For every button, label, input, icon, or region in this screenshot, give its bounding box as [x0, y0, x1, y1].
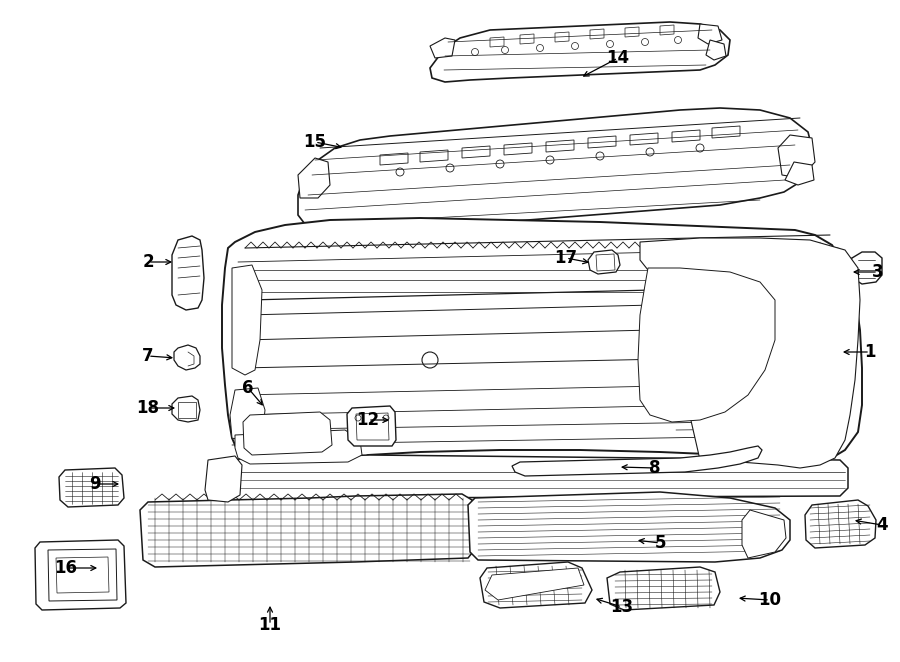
Text: 18: 18: [137, 399, 159, 417]
Polygon shape: [430, 22, 730, 82]
Polygon shape: [490, 37, 504, 47]
Text: 4: 4: [877, 516, 887, 534]
Polygon shape: [347, 406, 396, 446]
Text: 8: 8: [649, 459, 661, 477]
Text: 16: 16: [55, 559, 77, 577]
Polygon shape: [590, 29, 604, 39]
Polygon shape: [672, 130, 700, 142]
Polygon shape: [35, 540, 126, 610]
Text: 1: 1: [864, 343, 876, 361]
Text: 14: 14: [607, 49, 630, 67]
Polygon shape: [785, 162, 814, 185]
Text: 5: 5: [654, 534, 666, 552]
Polygon shape: [504, 143, 532, 155]
Polygon shape: [520, 34, 534, 44]
Polygon shape: [59, 468, 124, 507]
Text: 11: 11: [258, 616, 282, 634]
Polygon shape: [638, 268, 775, 422]
Polygon shape: [172, 396, 200, 422]
Polygon shape: [222, 218, 862, 468]
Polygon shape: [380, 153, 408, 165]
Polygon shape: [607, 567, 720, 610]
Polygon shape: [480, 562, 592, 608]
Polygon shape: [232, 265, 262, 375]
Polygon shape: [430, 38, 455, 58]
Polygon shape: [174, 345, 200, 370]
Polygon shape: [356, 413, 389, 440]
Polygon shape: [706, 40, 726, 60]
Polygon shape: [805, 500, 876, 548]
Polygon shape: [546, 140, 574, 152]
Polygon shape: [462, 146, 490, 158]
Text: 15: 15: [303, 133, 327, 151]
Polygon shape: [48, 549, 117, 601]
Text: 13: 13: [610, 598, 634, 616]
Polygon shape: [588, 136, 616, 148]
Polygon shape: [588, 250, 620, 274]
Text: 7: 7: [142, 347, 154, 365]
Polygon shape: [660, 25, 674, 35]
Polygon shape: [56, 557, 109, 593]
Polygon shape: [778, 135, 815, 178]
Polygon shape: [512, 446, 762, 476]
Polygon shape: [555, 32, 569, 42]
Polygon shape: [596, 254, 615, 271]
Text: 12: 12: [356, 411, 380, 429]
Polygon shape: [208, 455, 848, 502]
Text: 17: 17: [554, 249, 578, 267]
Polygon shape: [698, 24, 722, 44]
Polygon shape: [742, 510, 786, 558]
Text: 6: 6: [242, 379, 254, 397]
Polygon shape: [298, 158, 330, 198]
Text: 2: 2: [142, 253, 154, 271]
Polygon shape: [420, 150, 448, 162]
Polygon shape: [712, 126, 740, 138]
Polygon shape: [298, 108, 812, 235]
Polygon shape: [140, 494, 476, 567]
Polygon shape: [235, 430, 362, 464]
Polygon shape: [640, 238, 860, 468]
Polygon shape: [230, 388, 265, 442]
Polygon shape: [178, 402, 196, 418]
Text: 10: 10: [759, 591, 781, 609]
Text: 3: 3: [872, 263, 884, 281]
Text: 9: 9: [89, 475, 101, 493]
Polygon shape: [848, 252, 882, 284]
Polygon shape: [625, 27, 639, 37]
Polygon shape: [243, 412, 332, 455]
Polygon shape: [485, 568, 584, 600]
Polygon shape: [205, 456, 242, 502]
Polygon shape: [172, 236, 204, 310]
Polygon shape: [630, 133, 658, 145]
Polygon shape: [468, 492, 790, 562]
